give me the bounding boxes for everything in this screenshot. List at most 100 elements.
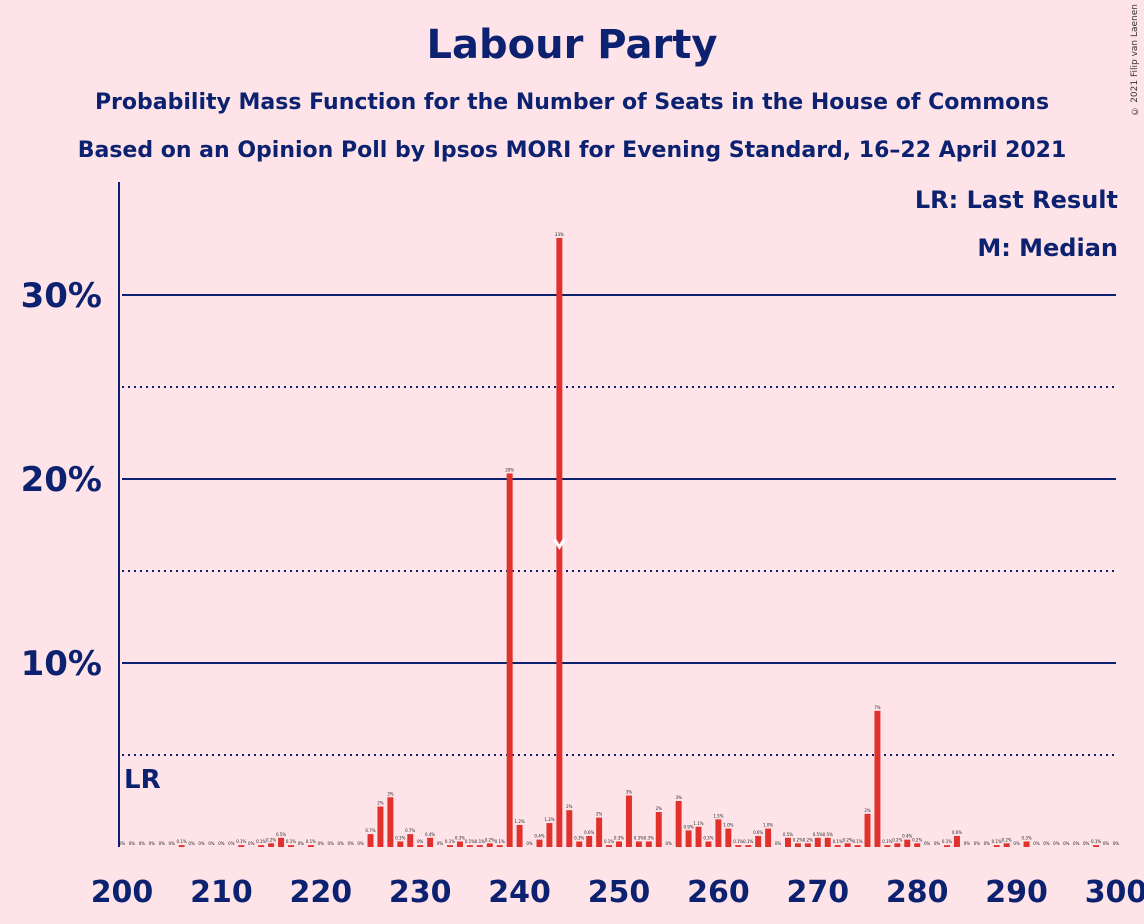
bar-seat-275 — [864, 813, 871, 847]
bar-label: 0% — [159, 841, 166, 846]
bar-seat-215 — [268, 843, 275, 847]
x-tick-label: 260 — [687, 875, 750, 910]
bar-label: 0.6% — [584, 830, 594, 835]
bar-label: 0.1% — [852, 839, 862, 844]
bar-label: 2% — [864, 808, 871, 813]
bar-label: 0% — [248, 841, 255, 846]
bar-label: 33% — [555, 232, 564, 237]
bar-label: 0% — [129, 841, 136, 846]
bar-label: 0% — [974, 841, 981, 846]
x-axis: 200 210 220 230 240 250 260 270 280 290 300 — [91, 875, 1144, 910]
bar-label: 0.1% — [236, 839, 246, 844]
bar-seat-261 — [725, 828, 732, 847]
bar-label: 0.1% — [882, 839, 892, 844]
chart-source: Based on an Opinion Poll by Ipsos MORI f… — [77, 138, 1067, 163]
bar-label: 2% — [566, 804, 573, 809]
bar-seat-298 — [1093, 845, 1100, 847]
bar-label: 1.0% — [723, 823, 733, 828]
median-marker-icon — [553, 538, 566, 550]
bar-label: 0.1% — [942, 839, 952, 844]
bar-label: 0.1% — [475, 839, 485, 844]
bar-seat-234 — [456, 841, 463, 847]
bar-seat-244 — [556, 237, 563, 847]
bar-label: 0% — [228, 841, 235, 846]
bar-label: 0.1% — [604, 839, 614, 844]
bar-label: 0% — [1073, 841, 1080, 846]
bar-seat-212 — [238, 845, 245, 847]
bar-label: 0.2% — [892, 837, 902, 842]
bar-label: 0% — [218, 841, 225, 846]
bar-label: 0% — [1043, 841, 1050, 846]
bar-label: 0.1% — [495, 839, 505, 844]
x-tick-label: 210 — [190, 875, 253, 910]
x-tick-label: 250 — [588, 875, 651, 910]
bar-label: 0.2% — [803, 837, 813, 842]
bar-seat-240 — [516, 824, 523, 847]
bar-label: 0.5% — [823, 832, 833, 837]
bar-label: 0% — [318, 841, 325, 846]
bar-label: 0% — [139, 841, 146, 846]
bar-label: 0% — [1083, 841, 1090, 846]
bar-label: 0.6% — [952, 830, 962, 835]
bar-label: 0.2% — [912, 837, 922, 842]
bar-seat-280 — [914, 843, 921, 847]
bar-label: 0% — [1033, 841, 1040, 846]
bar-seat-271 — [824, 837, 831, 847]
bar-label: 0.7% — [405, 828, 415, 833]
bar-seat-250 — [616, 841, 622, 847]
bar-label: 1.0% — [763, 823, 773, 828]
bar-label: 0.1% — [833, 839, 843, 844]
bar-label: 1.1% — [693, 821, 703, 826]
legend-last-result: LR: Last Result — [914, 186, 1118, 214]
bar-seat-262 — [735, 845, 742, 847]
bar-seat-289 — [1003, 843, 1010, 847]
bar-seat-230 — [417, 845, 424, 847]
bars: 0% 0% 0% 0% 0% 0% 0.1% 0% 0% 0% 0% 0% 0.1% 0% 0.1% 0.2%… — [119, 232, 1119, 847]
bar-label: 1.5% — [713, 813, 723, 818]
bar-seat-254 — [655, 812, 662, 847]
bar-seat-227 — [387, 797, 394, 847]
bar-seat-242 — [536, 839, 543, 847]
bar-label: 0% — [1013, 841, 1020, 846]
bar-seat-217 — [287, 845, 294, 847]
bar-label: 0.3% — [574, 835, 584, 840]
bar-label: 0.1% — [445, 839, 455, 844]
bar-seat-291 — [1023, 841, 1030, 847]
bar-seat-245 — [566, 810, 573, 847]
chart-subtitle: Probability Mass Function for the Number… — [94, 90, 1050, 115]
bar-label: 0.5% — [813, 832, 823, 837]
bar-seat-249 — [606, 845, 613, 847]
bar-label: 0.4% — [902, 834, 912, 839]
bar-label: 20% — [505, 467, 514, 472]
x-tick-label: 240 — [488, 875, 551, 910]
bar-label: 0.3% — [614, 835, 624, 840]
bar-label: 0.2% — [485, 837, 495, 842]
last-result-marker: LR — [124, 765, 161, 795]
bar-label: 2% — [377, 801, 384, 806]
bar-seat-268 — [794, 843, 801, 847]
bar-label: 0% — [169, 841, 176, 846]
bar-label: 1.2% — [515, 819, 525, 824]
bar-seat-278 — [894, 843, 901, 847]
bar-label: 0% — [984, 841, 991, 846]
bar-seat-284 — [953, 835, 960, 847]
bar-label: 0% — [188, 841, 195, 846]
bar-seat-264 — [755, 835, 762, 847]
bar-label: 3% — [387, 791, 394, 796]
bar-label: 0.1% — [256, 839, 266, 844]
bar-label: 0% — [437, 841, 444, 846]
x-tick-label: 200 — [91, 875, 154, 910]
bar-label: 2% — [656, 806, 663, 811]
bar-label: 0% — [119, 841, 126, 846]
bar-label: 0.1% — [1091, 839, 1101, 844]
bar-label: 0% — [149, 841, 156, 846]
bar-label: 2% — [596, 812, 603, 817]
bar-seat-214 — [258, 845, 265, 847]
bar-seat-258 — [695, 826, 702, 847]
annotations: LR — [124, 538, 566, 795]
y-tick-label: 30% — [21, 276, 102, 316]
bar-seat-274 — [854, 845, 861, 847]
bar-label: 0% — [924, 841, 931, 846]
bar-label: 1.3% — [544, 817, 554, 822]
